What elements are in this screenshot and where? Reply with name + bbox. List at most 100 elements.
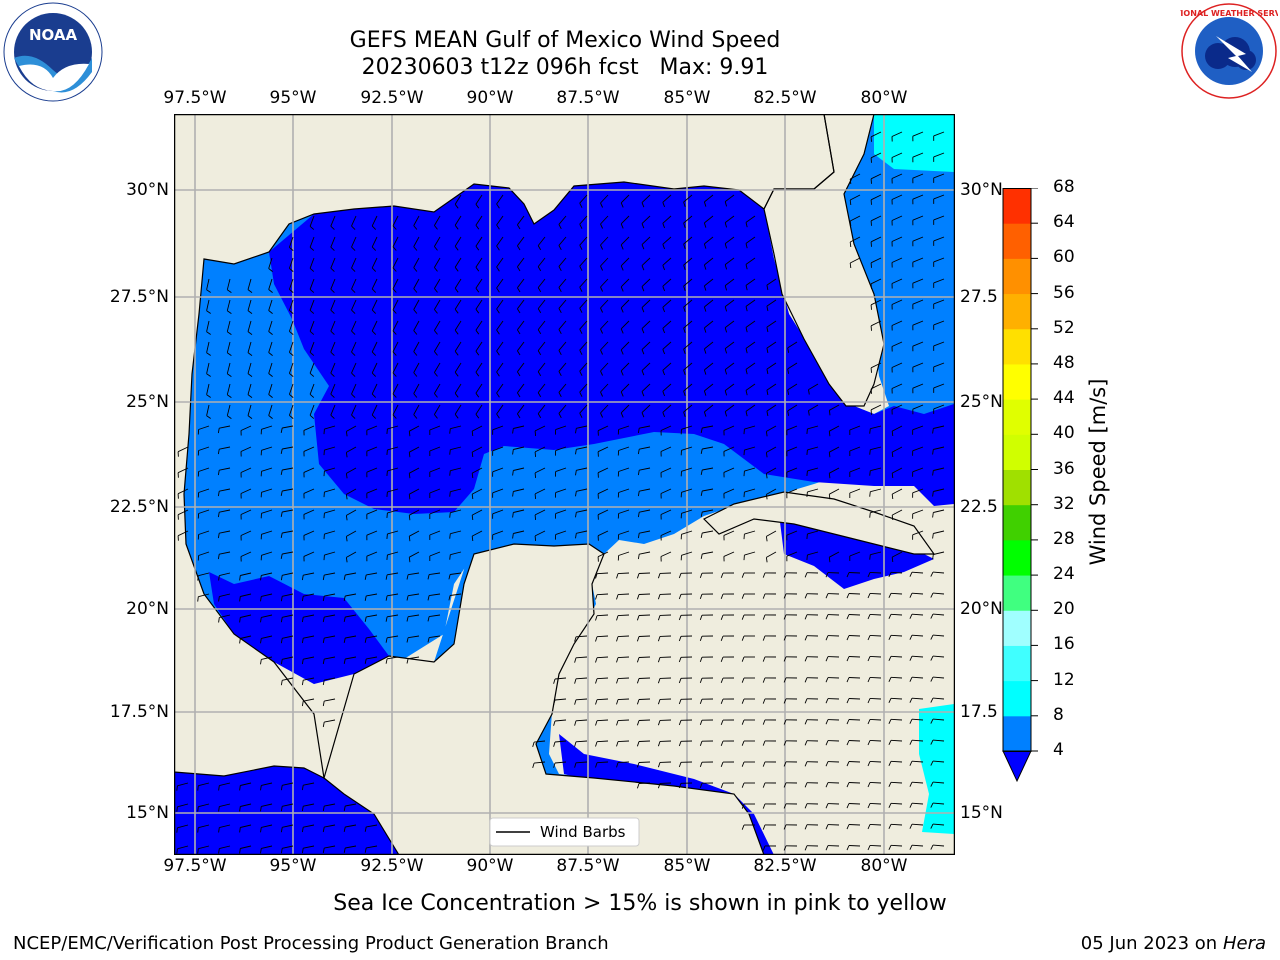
wind-barb: [704, 257, 714, 266]
wind-barb: [848, 761, 861, 763]
wind-barb: [454, 236, 462, 247]
wind-barb-flag: [392, 225, 397, 230]
wind-barb-flag: [932, 512, 934, 518]
wind-barb: [912, 446, 924, 452]
wind-barb-flag: [678, 741, 682, 747]
wind-barb-flag: [600, 244, 604, 250]
wind-barb-flag: [762, 845, 766, 851]
wind-barb-flag: [662, 223, 666, 229]
wind-barb: [933, 341, 945, 347]
wind-barb-flag: [454, 225, 459, 230]
wind-barb: [704, 341, 714, 350]
wind-barb-flag: [703, 264, 707, 270]
wind-barb-flag: [869, 470, 871, 476]
wind-barb: [620, 236, 630, 246]
wind-barb-flag: [301, 848, 304, 854]
wind-barb-flag: [678, 678, 682, 684]
wind-barb-flag: [683, 306, 686, 312]
wind-barb: [288, 278, 294, 290]
wind-barb-flag: [783, 614, 787, 620]
wind-barb-flag: [703, 411, 707, 417]
wind-barb-flag: [496, 392, 500, 398]
wind-barb: [890, 844, 903, 847]
lon-label-top: 95°W: [269, 88, 317, 108]
wind-barb: [429, 509, 441, 515]
wind-barb: [240, 593, 252, 597]
colorbar-segment: [1003, 328, 1031, 365]
wind-barb-flag: [371, 372, 377, 377]
wind-barb-flag: [434, 372, 438, 377]
wind-barb-flag: [657, 594, 661, 600]
wind-barb: [870, 404, 882, 411]
wind-barb: [808, 383, 819, 390]
wind-barb-flag: [448, 595, 451, 601]
wind-barb: [600, 215, 609, 225]
wind-barb: [620, 278, 630, 288]
wind-barb: [429, 593, 441, 597]
wind-barb: [206, 362, 210, 374]
wind-barb-flag: [280, 827, 283, 833]
wind-barb: [537, 236, 546, 246]
colorbar-segment: [1003, 504, 1031, 541]
wind-barb: [641, 215, 651, 224]
wind-barb: [261, 782, 273, 786]
wind-barb: [226, 278, 231, 290]
wind-barb: [891, 215, 903, 221]
wind-barb-flag: [471, 536, 474, 542]
wind-barb-flag: [846, 572, 850, 578]
svg-text:NATIONAL WEATHER SERVICE: NATIONAL WEATHER SERVICE: [1180, 9, 1278, 18]
wind-barb: [198, 803, 210, 808]
wind-barb: [848, 614, 861, 616]
wind-barb: [662, 236, 672, 245]
wind-barb: [555, 467, 567, 473]
wind-barb: [662, 194, 672, 203]
wind-barb: [408, 614, 420, 618]
wind-barb: [575, 761, 588, 764]
wind-barb-flag: [828, 410, 831, 416]
lon-label-bottom: 80°W: [860, 856, 908, 876]
wind-barb: [745, 299, 756, 307]
wind-barb-flag: [657, 636, 661, 642]
wind-barb-flag: [762, 698, 766, 704]
wind-barb-flag: [657, 615, 661, 621]
wind-barb-flag: [700, 553, 703, 559]
wind-barb: [409, 467, 420, 474]
wind-barb-flag: [351, 288, 356, 293]
wind-barb: [282, 425, 294, 429]
wind-barb-flag: [683, 348, 686, 354]
wind-barb-flag: [496, 266, 500, 272]
wind-barb: [911, 634, 924, 637]
wind-barb-flag: [595, 636, 598, 642]
wind-barb-flag: [641, 286, 645, 292]
wind-barb-flag: [930, 571, 934, 577]
wind-barb: [849, 446, 861, 452]
wind-barb-flag: [471, 431, 474, 437]
wind-barb: [870, 551, 882, 556]
wind-barb: [492, 425, 504, 431]
wind-barb-flag: [616, 657, 619, 663]
wind-barb: [641, 404, 651, 413]
wind-barb-flag: [454, 414, 459, 419]
wind-barb-flag: [636, 636, 640, 642]
wind-barb-flag: [434, 225, 438, 230]
wind-barb: [596, 761, 609, 764]
calm-region-north: [269, 182, 954, 514]
wind-barb: [303, 488, 315, 494]
wind-barb-flag: [289, 394, 294, 398]
wind-barb: [786, 551, 798, 557]
wind-barb-flag: [330, 225, 335, 230]
wind-barb: [303, 782, 315, 786]
wind-barb: [303, 593, 315, 597]
wind-barb: [366, 467, 378, 473]
wind-barb: [681, 446, 693, 451]
wind-barb: [807, 488, 819, 493]
wind-barb: [829, 551, 840, 558]
wind-barb-flag: [227, 373, 232, 377]
wind-barb-flag: [343, 616, 346, 622]
wind-barb: [683, 278, 693, 287]
wind-barb-flag: [825, 719, 829, 725]
wind-barb-flag: [471, 515, 474, 521]
wind-barb: [434, 383, 441, 394]
wind-barb-flag: [846, 782, 850, 788]
wind-barb: [869, 781, 882, 784]
